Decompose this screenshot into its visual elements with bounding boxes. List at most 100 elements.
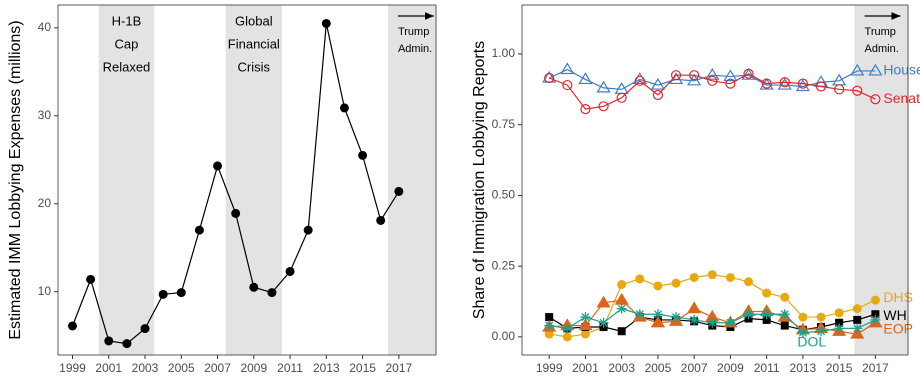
point [632, 72, 647, 85]
x-tick-label: 1999 [536, 361, 563, 375]
point [562, 79, 573, 91]
point [580, 104, 591, 115]
shaded-region [225, 5, 282, 355]
x-tick-label: 2001 [572, 361, 599, 375]
point [834, 84, 845, 95]
point [852, 304, 862, 314]
point [231, 208, 241, 218]
point [358, 150, 368, 160]
point [634, 309, 645, 320]
x-tick-label: 2009 [240, 361, 267, 375]
x-tick-label: 2005 [645, 361, 672, 375]
point [797, 327, 808, 338]
point [339, 103, 349, 113]
point [834, 308, 844, 318]
point [870, 94, 881, 105]
point [580, 329, 590, 339]
point [321, 18, 331, 28]
point [376, 215, 386, 225]
annotation: Trump [398, 26, 429, 38]
point [394, 186, 404, 196]
point [759, 77, 774, 90]
x-tick-label: 2001 [95, 361, 122, 375]
annotation: H-1B [112, 13, 142, 28]
point [544, 329, 554, 339]
point [670, 70, 682, 81]
x-tick-label: 2007 [681, 361, 708, 375]
y-tick-label: 0.50 [492, 188, 516, 202]
point [871, 310, 880, 319]
panel-background [522, 5, 908, 355]
point [707, 317, 718, 328]
point [689, 314, 700, 325]
annotation: Admin. [865, 43, 899, 55]
point [634, 75, 645, 86]
point [868, 63, 883, 76]
point [780, 292, 790, 302]
point [194, 225, 204, 235]
point [578, 72, 593, 85]
annotation: Financial [228, 36, 280, 51]
point [635, 274, 645, 284]
point [86, 274, 96, 284]
point [705, 68, 720, 80]
annotation: Cap [115, 36, 139, 51]
point [616, 303, 627, 314]
point [723, 69, 738, 82]
point [795, 79, 810, 92]
y-tick-label: 40 [38, 20, 52, 34]
point [834, 323, 845, 334]
x-tick-label: 2015 [349, 361, 376, 375]
x-tick-label: 2005 [168, 361, 195, 375]
point [562, 323, 573, 334]
y-axis-title: Estimated IMM Lobbying Expenses (million… [7, 20, 24, 339]
point [578, 318, 593, 331]
point [779, 77, 790, 88]
point [761, 78, 772, 89]
point [761, 309, 772, 320]
point [816, 312, 826, 322]
point [140, 324, 150, 334]
point [596, 295, 611, 308]
point [687, 73, 702, 86]
point [104, 336, 114, 346]
point [671, 278, 681, 288]
point [303, 225, 313, 235]
series-label: DOL [797, 334, 826, 350]
point [707, 270, 717, 280]
series-label: Senate [883, 90, 920, 106]
x-tick-label: 2011 [277, 361, 303, 375]
annotation: Global [235, 13, 273, 28]
y-tick-label: 0.25 [492, 258, 516, 272]
point [797, 78, 808, 89]
point [598, 317, 609, 328]
point [853, 315, 862, 324]
point [671, 312, 682, 323]
point [617, 280, 627, 290]
point [762, 288, 772, 298]
annotation: Crisis [238, 59, 271, 74]
x-tick-label: 2013 [790, 361, 817, 375]
point [762, 315, 771, 324]
y-tick-label: 0.75 [492, 117, 516, 131]
point [725, 272, 735, 282]
point [158, 289, 168, 299]
point [544, 320, 555, 331]
x-tick-label: 2007 [204, 361, 231, 375]
panel-border [57, 4, 437, 356]
annotation: Trump [865, 26, 896, 38]
point [798, 312, 808, 322]
point [816, 326, 827, 337]
series-label: DHS [883, 289, 913, 305]
series-line [548, 73, 876, 110]
point [743, 309, 754, 320]
point [870, 314, 881, 325]
shaded-region [387, 5, 436, 355]
point [562, 332, 572, 342]
x-tick-label: 2017 [385, 361, 412, 375]
y-axis-title: Share of Immigration Lobbying Reports [471, 41, 488, 319]
point [741, 68, 756, 80]
point [176, 288, 186, 298]
point [725, 78, 736, 89]
